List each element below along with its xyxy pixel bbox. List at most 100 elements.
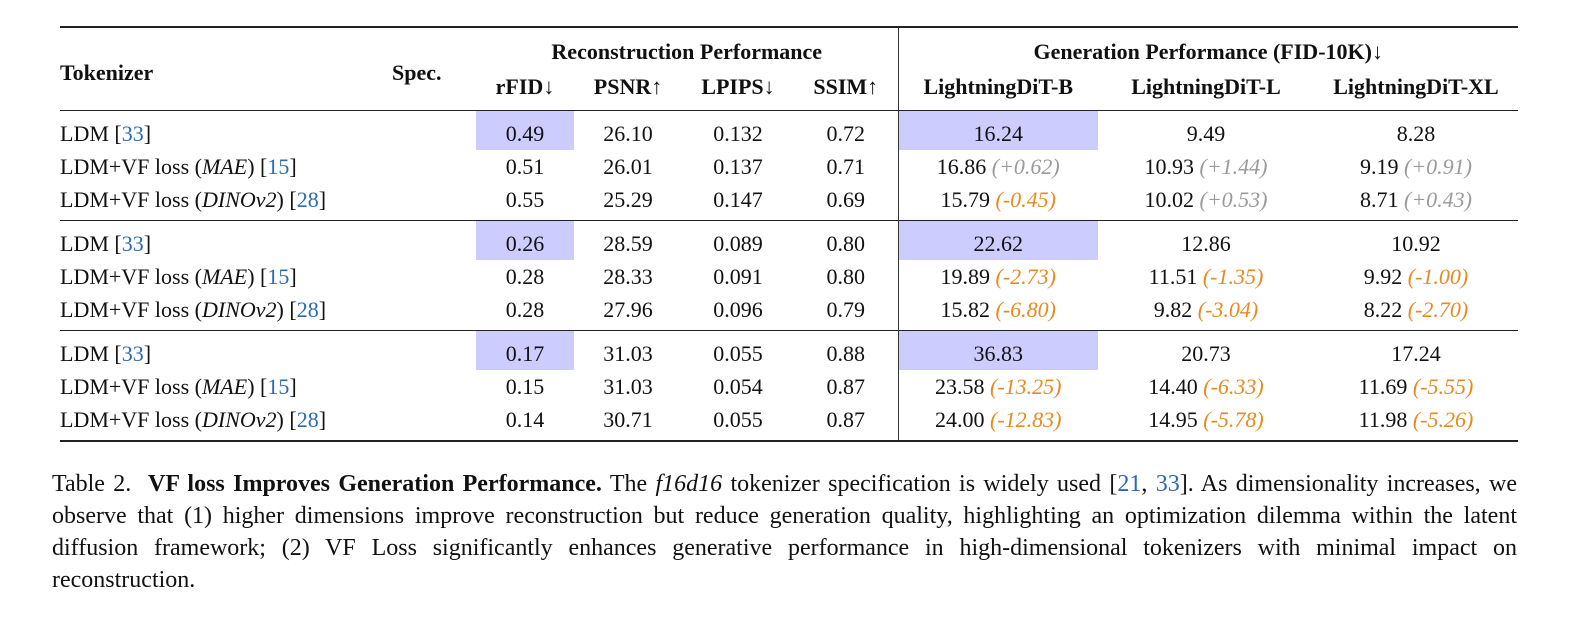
lightningdit-l-cell: 20.73 [1098,331,1314,371]
fid-value: 15.82 [940,297,991,322]
fid-value: 8.22 [1363,297,1403,322]
spec-cell [392,150,476,183]
fid-value: 8.71 [1360,187,1399,212]
rfid-cell: 0.51 [505,154,545,179]
ssim-cell: 0.72 [826,121,866,146]
lightningdit-l-cell: 9.49 [1098,111,1314,151]
citation-link[interactable]: 15 [267,374,290,399]
fid-value: 9.92 [1363,264,1403,289]
lightningdit-b-cell: 36.83 [897,330,1098,370]
fid-value: 24.00 [935,407,985,432]
caption-spec-name: f16d16 [655,471,723,497]
header-lightningdit-xl: LightningDiT-XL [1333,74,1499,99]
lightningdit-xl-cell: 8.22 (-2.70) [1314,293,1518,331]
lightningdit-xl-cell: 8.28 [1314,111,1518,151]
lightningdit-b-cell: 24.00 (-12.83) [897,403,1098,441]
tokenizer-label: LDM+VF loss ( [60,264,202,289]
tokenizer-name: LDM+VF loss (MAE) [15] [60,374,297,399]
table-row: LDM+VF loss (MAE) [15] 0.51 26.01 0.137 0.71… [60,150,1518,183]
fid-value: 11.69 [1358,374,1408,399]
ssim-cell: 0.80 [826,231,866,256]
citation-link[interactable]: 28 [296,187,319,212]
caption-citation[interactable]: 33 [1155,471,1180,497]
lpips-cell: 0.055 [713,407,763,432]
tokenizer-name: LDM+VF loss (DINOv2) [28] [60,407,327,432]
fid-value: 22.62 [973,231,1024,256]
lightningdit-xl-cell: 9.19 (+0.91) [1314,150,1518,183]
table-header: Tokenizer Spec. Reconstruction Performan… [60,27,1518,111]
tokenizer-label: LDM+VF loss ( [60,374,202,399]
lpips-cell: 0.096 [713,297,763,322]
rfid-cell: 0.28 [505,264,545,289]
fid-value: 20.73 [1181,341,1231,366]
psnr-cell: 28.33 [603,264,653,289]
vf-method: DINOv2 [201,407,277,432]
fid-delta: (-6.33) [1203,374,1264,399]
tokenizer-suffix: ] [143,231,152,256]
fid-delta: (-2.73) [995,264,1056,289]
fid-delta: (-2.70) [1407,297,1469,322]
tokenizer-suffix: ) [ [276,187,297,212]
rfid-cell: 0.15 [505,374,545,399]
tokenizer-label: LDM [ [60,121,122,146]
caption-text-3: ]. As dimensionality increases, we obser… [52,471,1518,593]
caption-citation[interactable]: 21 [1117,471,1142,497]
citation-link[interactable]: 33 [121,121,144,146]
fid-value: 12.86 [1181,231,1231,256]
lightningdit-b-cell: 16.86 (+0.62) [897,150,1098,183]
spec-cell [392,221,476,261]
fid-value: 9.49 [1186,121,1226,146]
lightningdit-b-cell: 23.58 (-13.25) [897,370,1098,403]
table-row: LDM+VF loss (MAE) [15] 0.28 28.33 0.091 0.80… [60,260,1518,293]
citation-link[interactable]: 33 [121,341,144,366]
vf-method: MAE [201,374,248,399]
fid-value: 19.89 [940,264,991,289]
header-psnr: PSNR↑ [593,74,663,99]
lightningdit-xl-cell: 11.69 (-5.55) [1314,370,1518,403]
rfid-cell: 0.17 [476,330,574,370]
lpips-cell: 0.054 [713,374,763,399]
citation-link[interactable]: 28 [296,297,319,322]
caption-text-2: tokenizer specification is widely used [ [730,471,1118,497]
rfid-cell: 0.28 [505,297,545,322]
fid-delta: (-1.35) [1202,264,1264,289]
fid-delta: (-3.04) [1197,297,1259,322]
fid-delta: (+0.91) [1404,154,1472,179]
fid-value: 11.51 [1148,264,1198,289]
fid-delta: (-0.45) [995,187,1056,212]
rfid-cell: 0.55 [505,187,545,212]
tokenizer-label: LDM+VF loss ( [60,187,202,212]
ssim-cell: 0.87 [826,407,866,432]
lightningdit-xl-cell: 11.98 (-5.26) [1314,403,1518,441]
tokenizer-name: LDM [33] [60,221,392,261]
psnr-cell: 28.59 [603,231,653,256]
lightningdit-xl-cell: 8.71 (+0.43) [1314,183,1518,221]
table-row: LDM [33] 0.49 26.10 0.132 0.72 16.24 9.49 8.28 [60,110,1518,151]
spec-cell [392,293,476,331]
lpips-cell: 0.055 [713,341,763,366]
lightningdit-l-cell: 11.51 (-1.35) [1098,260,1314,293]
header-rfid: rFID↓ [495,74,555,99]
citation-link[interactable]: 15 [267,154,290,179]
tokenizer-suffix: ) [ [247,264,268,289]
tokenizer-suffix: ) [ [276,297,297,322]
psnr-cell: 31.03 [603,374,653,399]
rfid-cell: 0.14 [505,407,545,432]
ssim-cell: 0.88 [826,341,866,366]
table-group: LDM [33] 0.49 26.10 0.132 0.72 16.24 9.49 8.28 L… [60,110,1518,221]
tokenizer-suffix: ) [ [276,407,297,432]
lightningdit-l-cell: 12.86 [1098,221,1314,261]
vf-method: DINOv2 [201,297,277,322]
table-row: LDM+VF loss (DINOv2) [28] 0.14 30.71 0.055 0… [60,403,1518,441]
citation-link[interactable]: 28 [296,407,319,432]
table-row: LDM [33] 0.26 28.59 0.089 0.80 22.62 12.86 10.9… [60,220,1518,261]
tokenizer-name: LDM+VF loss (MAE) [15] [60,154,297,179]
lpips-cell: 0.147 [713,187,763,212]
citation-link[interactable]: 33 [121,231,144,256]
lightningdit-l-cell: 9.82 (-3.04) [1098,293,1314,331]
citation-link[interactable]: 15 [267,264,290,289]
fid-delta: (-5.26) [1412,407,1474,432]
lightningdit-xl-cell: 17.24 [1314,331,1518,371]
tokenizer-name: LDM+VF loss (DINOv2) [28] [60,297,327,322]
